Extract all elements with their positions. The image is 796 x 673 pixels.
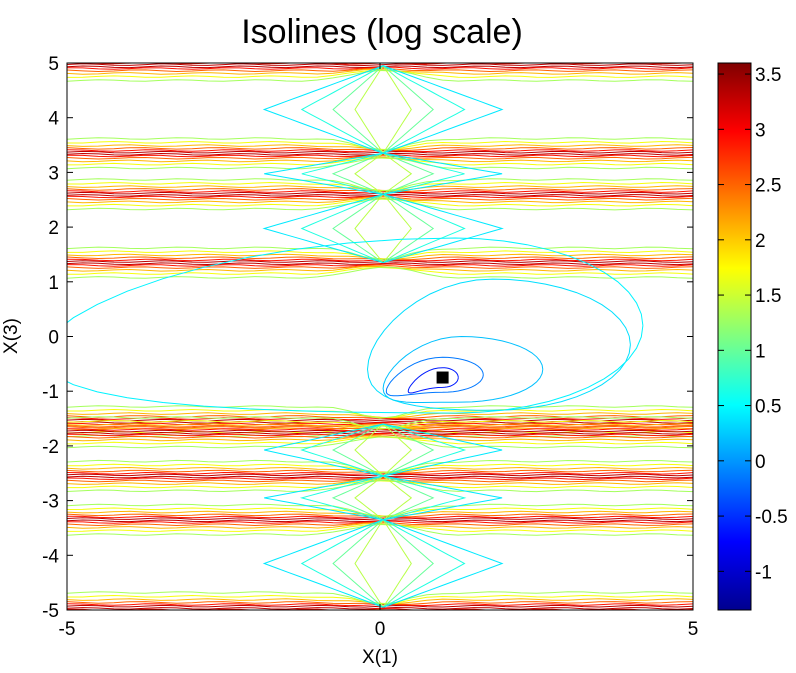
contour-band-line [67, 507, 693, 517]
contour-band-line [67, 181, 693, 192]
contour-basin-loop [67, 237, 644, 414]
contour-band-line [67, 156, 693, 163]
contour-band-line [67, 612, 693, 619]
y-tick-label: -2 [42, 437, 59, 458]
y-axis-ticks: -5 -4 -3 -2 -1 0 1 2 3 4 5 [42, 54, 693, 622]
y-tick-label: -3 [42, 492, 59, 513]
contour-band-line [395, 63, 414, 64]
contour-basin-loop [385, 356, 484, 397]
contour-band-line [67, 611, 693, 616]
contour-basin-loop [407, 367, 459, 394]
contour-valley-lens [262, 193, 504, 264]
contour-band-line [67, 422, 693, 426]
colorbar-tick-label: 3.5 [755, 65, 781, 86]
contour-band-line [67, 423, 693, 428]
colorbar-tick-label: 2 [755, 231, 766, 252]
colorbar-tick-label: 0.5 [755, 397, 781, 418]
contour-band-line [67, 157, 693, 170]
y-tick-label: 1 [48, 273, 59, 294]
y-tick-label: -4 [42, 546, 59, 567]
contour-band-line [67, 416, 693, 430]
x-tick-label: 0 [375, 619, 386, 640]
contour-band-line [67, 140, 693, 151]
colorbar-ticks: -1 -0.5 0 0.5 1 1.5 2 2.5 3 3.5 [718, 65, 788, 583]
colorbar-tick-label: -0.5 [755, 507, 788, 528]
y-tick-label: 0 [48, 328, 59, 349]
contour-lines [67, 54, 693, 619]
contour-band-line [67, 433, 693, 437]
y-tick-label: 3 [48, 163, 59, 184]
x-tick-label: -5 [59, 619, 76, 640]
contour-band-line [67, 479, 693, 493]
contour-band-line [67, 264, 693, 269]
contour-band-line [67, 429, 693, 433]
contour-valley-lens [262, 519, 504, 608]
contour-basin-loop [382, 335, 544, 403]
contour-band-line [67, 54, 693, 62]
y-tick-label: -1 [42, 382, 59, 403]
y-tick-label: 4 [48, 109, 59, 130]
contour-valley-lens [262, 65, 504, 154]
contour-band-line [67, 178, 693, 192]
contour-valley-lens [264, 152, 503, 195]
colorbar-tick-label: 1.5 [755, 286, 781, 307]
contour-band-line [67, 57, 693, 62]
contour-basin-loop [366, 278, 631, 411]
colorbar-tick-label: 3 [755, 120, 766, 141]
contour-band-line [67, 594, 693, 605]
colorbar-tick-label: 0 [755, 452, 766, 473]
contour-band-line [67, 265, 693, 272]
contour-valley-lens [264, 423, 503, 477]
contour-band-line [67, 68, 693, 75]
x-axis-ticks: -5 0 5 [59, 63, 699, 640]
contour-band-line [67, 436, 693, 449]
contour-band-line [67, 479, 693, 485]
contour-band-line [67, 263, 693, 267]
y-tick-label: -5 [42, 601, 59, 622]
colorbar-tick-label: 2.5 [755, 176, 781, 197]
colorbar-tick-label: -1 [755, 562, 772, 583]
contour-band-line [67, 522, 693, 529]
contour-band-line [378, 63, 383, 64]
contour-band-line [67, 434, 693, 439]
chart-title: Isolines (log scale) [241, 13, 523, 51]
y-tick-label: 5 [48, 54, 59, 75]
colorbar [717, 62, 752, 611]
contour-band-line [67, 246, 693, 261]
contour-band-line [67, 405, 693, 419]
colorbar-tick-label: 1 [755, 341, 766, 362]
x-axis-label: X(1) [362, 647, 398, 668]
marker [436, 371, 449, 384]
contour-valley-lens [264, 475, 503, 521]
x-tick-label: 5 [688, 619, 699, 640]
y-axis-label: X(3) [1, 318, 22, 354]
contour-band-line [67, 435, 693, 442]
y-tick-label: 2 [48, 218, 59, 239]
